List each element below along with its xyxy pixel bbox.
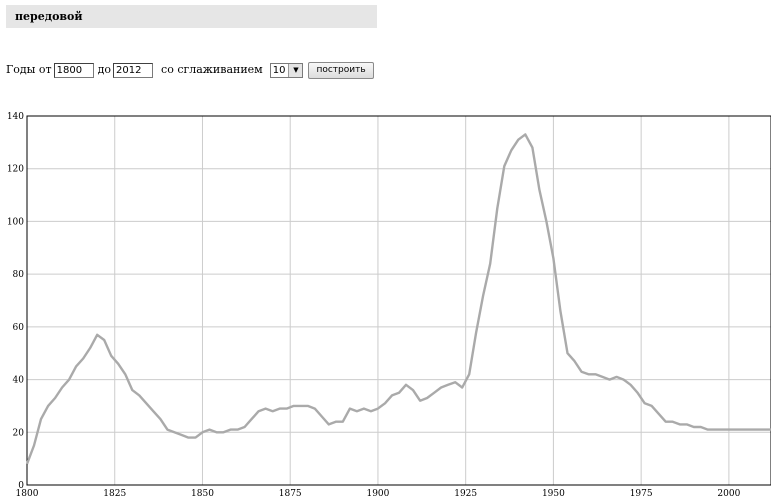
query-word: передовой (15, 10, 83, 23)
y-tick-label-140: 140 (7, 112, 24, 122)
smoothing-value: 10 (272, 64, 286, 76)
y-tick-label-120: 120 (7, 165, 24, 175)
x-tick-label-1800: 1800 (16, 489, 39, 499)
x-tick-label-2000: 2000 (717, 489, 740, 499)
smoothing-label: со сглаживанием (161, 63, 263, 76)
y-tick-label-60: 60 (13, 323, 25, 333)
y-tick-label-0: 0 (18, 481, 24, 491)
y-tick-label-80: 80 (13, 270, 25, 280)
x-tick-label-1850: 1850 (191, 489, 214, 499)
chart-grid (26, 115, 771, 486)
x-tick-label-1975: 1975 (630, 489, 653, 499)
x-tick-label-1900: 1900 (366, 489, 389, 499)
smoothing-select[interactable]: 10 ▼ (269, 62, 304, 78)
x-tick-label-1925: 1925 (454, 489, 477, 499)
build-button[interactable]: построить (308, 61, 374, 79)
y-axis-labels: 0 20 40 60 80 100 120 140 (7, 112, 24, 491)
plot-frame (26, 115, 771, 486)
query-form: Годы от до со сглаживанием 10 ▼ построит… (6, 60, 374, 80)
years-to-label: до (97, 63, 112, 76)
year-from-input[interactable] (53, 62, 94, 78)
x-tick-label-1825: 1825 (103, 489, 126, 499)
query-word-bar: передовой (6, 5, 377, 28)
x-axis-labels: 1800 1825 1850 1875 1900 1925 1950 1975 2000 (16, 489, 741, 499)
chevron-down-icon[interactable]: ▼ (288, 63, 303, 77)
years-from-label: Годы от (6, 63, 52, 76)
y-tick-label-20: 20 (13, 428, 25, 438)
frequency-chart: 1800 1825 1850 1875 1900 1925 1950 1975 2000 0 20… (7, 112, 771, 499)
series-line (25, 133, 771, 465)
year-to-input[interactable] (113, 62, 154, 78)
y-tick-label-100: 100 (7, 217, 24, 227)
y-tick-label-40: 40 (13, 376, 25, 386)
x-tick-label-1875: 1875 (279, 489, 302, 499)
x-tick-label-1950: 1950 (542, 489, 565, 499)
